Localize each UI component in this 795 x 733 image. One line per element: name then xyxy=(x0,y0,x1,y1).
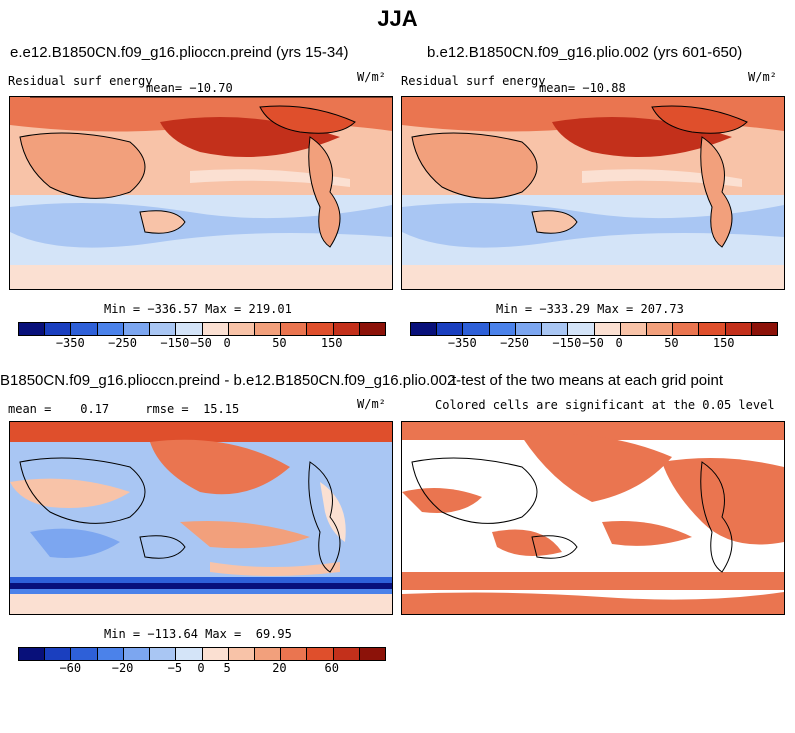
colorbar-segment xyxy=(150,648,177,660)
colorbar-tick-label: −250 xyxy=(108,336,138,350)
colorbar-segment xyxy=(437,323,464,335)
colorbar-tick-label: −5 xyxy=(167,661,183,675)
minmax-label-difference: Min = −113.64 Max = 69.95 xyxy=(104,627,292,641)
colorbar-segment xyxy=(699,323,726,335)
colorbar-plio xyxy=(410,322,778,336)
colorbar-segment xyxy=(281,648,308,660)
colorbar-segment xyxy=(542,323,569,335)
mean-label-plio: mean= −10.88 xyxy=(539,81,626,95)
variable-label-preind: Residual surf energy xyxy=(8,74,153,88)
colorbar-segment xyxy=(97,323,124,335)
colorbar-tick-label: 20 xyxy=(272,661,287,675)
colorbar-tick-label: −350 xyxy=(55,336,85,350)
colorbar-tick-label: 150 xyxy=(320,336,343,350)
colorbar-segment xyxy=(489,323,516,335)
colorbar-tick-label: −150 xyxy=(552,336,582,350)
colorbar-tick-label: −150 xyxy=(160,336,190,350)
panel-title-ttest: t-test of the two means at each grid poi… xyxy=(452,372,723,389)
colorbar-segment xyxy=(359,648,386,660)
map-panel-plio xyxy=(401,96,785,290)
colorbar-tick-label: 50 xyxy=(272,336,287,350)
colorbar-segment xyxy=(71,648,98,660)
colorbar-segment xyxy=(176,648,203,660)
colorbar-tick-label: 50 xyxy=(664,336,679,350)
colorbar-tick-label: 0 xyxy=(223,336,231,350)
colorbar-tick-label: 0 xyxy=(197,661,205,675)
colorbar-tick-label: −250 xyxy=(500,336,530,350)
colorbar-tick-label: 0 xyxy=(615,336,623,350)
colorbar-segment xyxy=(254,648,282,660)
colorbar-segment xyxy=(176,323,203,335)
colorbar-preind xyxy=(18,322,386,336)
colorbar-segment xyxy=(463,323,490,335)
colorbar-tick-label: 5 xyxy=(223,661,231,675)
colorbar-segment xyxy=(71,323,98,335)
page-title: JJA xyxy=(377,6,418,31)
variable-label-plio: Residual surf energy xyxy=(401,74,546,88)
colorbar-difference xyxy=(18,647,386,661)
colorbar-segment xyxy=(725,323,752,335)
subtitle-ttest: Colored cells are significant at the 0.0… xyxy=(435,398,775,412)
colorbar-tick-label: −50 xyxy=(190,336,212,350)
colorbar-segment xyxy=(202,323,229,335)
colorbar-segment xyxy=(202,648,229,660)
colorbar-tick-label: 150 xyxy=(712,336,735,350)
colorbar-segment xyxy=(19,648,46,660)
colorbar-tick-label: −50 xyxy=(582,336,604,350)
colorbar-segment xyxy=(333,323,360,335)
colorbar-segment xyxy=(673,323,700,335)
colorbar-segment xyxy=(123,323,151,335)
colorbar-segment xyxy=(411,323,438,335)
minmax-label-plio: Min = −333.29 Max = 207.73 xyxy=(496,302,684,316)
colorbar-segment xyxy=(307,323,334,335)
minmax-label-preind: Min = −336.57 Max = 219.01 xyxy=(104,302,292,316)
colorbar-segment xyxy=(620,323,647,335)
units-label-preind: W/m² xyxy=(357,70,386,84)
mean-label-preind: mean= −10.70 xyxy=(146,81,233,95)
colorbar-segment xyxy=(515,323,543,335)
map-panel-ttest xyxy=(401,421,785,615)
colorbar-segment xyxy=(568,323,595,335)
colorbar-tick-label: 60 xyxy=(324,661,339,675)
colorbar-segment xyxy=(228,648,255,660)
colorbar-segment xyxy=(594,323,621,335)
panel-title-difference: B1850CN.f09_g16.plioccn.preind - b.e12.B… xyxy=(0,372,455,389)
colorbar-segment xyxy=(646,323,674,335)
colorbar-segment xyxy=(97,648,124,660)
colorbar-segment xyxy=(228,323,255,335)
colorbar-tick-label: −350 xyxy=(447,336,477,350)
stats-label-difference: mean = 0.17 rmse = 15.15 xyxy=(8,402,240,416)
colorbar-segment xyxy=(333,648,360,660)
colorbar-tick-label: −60 xyxy=(59,661,82,675)
map-panel-difference xyxy=(9,421,393,615)
colorbar-tick-label: −20 xyxy=(111,661,134,675)
panel-title-plio: b.e12.B1850CN.f09_g16.plio.002 (yrs 601-… xyxy=(427,44,743,61)
colorbar-segment xyxy=(281,323,308,335)
colorbar-segment xyxy=(359,323,386,335)
colorbar-segment xyxy=(45,323,72,335)
map-panel-preind xyxy=(9,96,393,290)
colorbar-segment xyxy=(254,323,282,335)
colorbar-segment xyxy=(45,648,72,660)
units-label-difference: W/m² xyxy=(357,397,386,411)
colorbar-segment xyxy=(123,648,151,660)
colorbar-segment xyxy=(150,323,177,335)
colorbar-segment xyxy=(307,648,334,660)
units-label-plio: W/m² xyxy=(748,70,777,84)
panel-title-preind: e.e12.B1850CN.f09_g16.plioccn.preind (yr… xyxy=(10,44,349,61)
colorbar-segment xyxy=(751,323,778,335)
colorbar-segment xyxy=(19,323,46,335)
